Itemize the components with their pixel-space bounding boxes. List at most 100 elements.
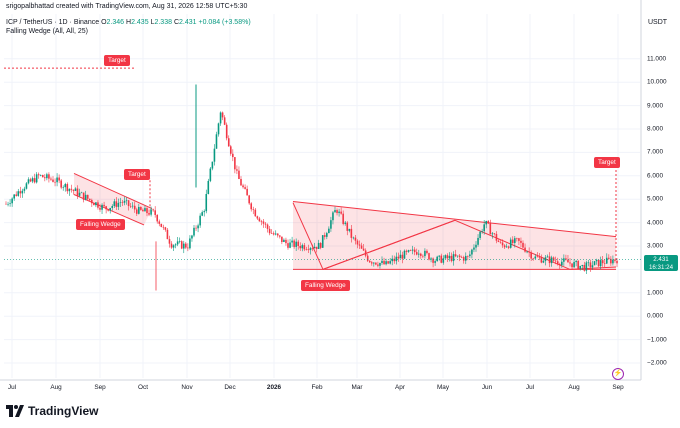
- candle-body: [72, 189, 75, 191]
- candle-body: [91, 199, 93, 204]
- candle-body: [334, 210, 336, 213]
- candle-body: [589, 262, 592, 268]
- candle-body: [213, 148, 216, 162]
- candle-body: [121, 202, 124, 203]
- candle-body: [454, 254, 457, 257]
- candle-body: [338, 211, 340, 214]
- candle-body: [276, 233, 279, 236]
- candle-body: [528, 251, 530, 253]
- candle-body: [203, 211, 206, 213]
- currency-label[interactable]: USDT: [648, 19, 668, 26]
- candle-body: [313, 246, 316, 249]
- candle-body: [399, 254, 402, 259]
- candle-body: [281, 236, 283, 242]
- candle-body: [258, 218, 261, 222]
- candle-body: [608, 257, 610, 259]
- candle-body: [373, 262, 375, 264]
- candle-body: [315, 246, 318, 249]
- candle-body: [111, 206, 114, 208]
- candle-body: [11, 198, 13, 204]
- candle-body: [417, 253, 420, 255]
- candle-body: [614, 259, 616, 261]
- candle-body: [516, 238, 518, 239]
- candle-body: [481, 231, 483, 232]
- candle-body: [180, 241, 183, 249]
- candle-body: [610, 258, 612, 264]
- candle-body: [142, 209, 144, 212]
- candle-body: [264, 223, 267, 225]
- candle-body: [485, 220, 488, 225]
- last-price-tag: 2.431 16:31:24: [644, 255, 678, 271]
- candle-body: [458, 255, 461, 258]
- candle-body: [138, 206, 140, 214]
- candle-body: [191, 235, 193, 239]
- candle-body: [84, 194, 87, 200]
- candle-body: [307, 249, 310, 251]
- candle-body: [166, 229, 169, 240]
- lightning-icon[interactable]: ⚡: [612, 368, 624, 380]
- time-tick-label: Dec: [224, 384, 236, 391]
- symbol-label: ICP / TetherUS · 1D · Binance: [6, 19, 100, 26]
- candle-body: [511, 239, 514, 243]
- candle-body: [299, 245, 302, 249]
- candle-body: [332, 212, 334, 221]
- tradingview-logo[interactable]: TradingView: [6, 404, 98, 418]
- candle-body: [395, 256, 398, 262]
- candle-body: [534, 256, 537, 259]
- candle-body: [88, 198, 91, 200]
- candle-body: [225, 124, 228, 139]
- candle-body: [456, 255, 459, 257]
- price-tick-label: 6.000: [647, 172, 663, 180]
- candle-body: [272, 233, 275, 235]
- candle-body: [340, 211, 342, 214]
- candle-body: [377, 264, 379, 266]
- candle-body: [207, 180, 210, 194]
- candle-body: [328, 228, 330, 234]
- candle-body: [158, 221, 161, 224]
- candle-body: [358, 244, 361, 246]
- candle-body: [558, 263, 561, 266]
- symbol-line: ICP / TetherUS · 1D · Binance O2.346 H2.…: [6, 19, 251, 26]
- candle-body: [301, 245, 304, 249]
- candle-body: [509, 239, 512, 248]
- candle-body: [223, 117, 226, 125]
- candle-body: [50, 178, 52, 180]
- candle-body: [13, 194, 15, 199]
- indicator-label[interactable]: Falling Wedge (All, All, 25): [6, 28, 88, 35]
- candle-body: [514, 238, 516, 243]
- candle-body: [44, 177, 46, 179]
- wedge-2-swing: [322, 219, 456, 270]
- candle-body: [86, 194, 89, 199]
- candle-body: [575, 261, 577, 263]
- candle-body: [56, 177, 58, 183]
- time-tick-label: 2026: [266, 384, 282, 391]
- candle-body: [289, 242, 291, 248]
- candle-body: [462, 257, 465, 261]
- candle-body: [291, 240, 293, 243]
- candle-body: [99, 207, 101, 210]
- candle-body: [601, 260, 604, 264]
- candle-body: [497, 240, 500, 242]
- candle-body: [274, 233, 277, 235]
- target-label-wedge1: Target: [124, 169, 150, 180]
- candle-body: [260, 221, 263, 222]
- candle-body: [542, 260, 545, 263]
- price-tick-label: 1.000: [647, 289, 663, 297]
- price-tick-label: 3.000: [647, 242, 663, 250]
- candle-body: [403, 250, 406, 259]
- candle-body: [444, 255, 447, 259]
- candle-body: [172, 245, 175, 248]
- candle-body: [5, 203, 7, 205]
- candle-body: [505, 246, 508, 248]
- candle-body: [123, 200, 126, 203]
- time-tick-label: Nov: [181, 384, 193, 391]
- candle-body: [415, 252, 418, 255]
- candle-body: [162, 226, 165, 228]
- candle-body: [127, 200, 130, 207]
- candle-body: [187, 247, 189, 249]
- candle-body: [350, 228, 353, 238]
- time-tick-label: Jul: [7, 384, 17, 391]
- candle-body: [248, 195, 250, 204]
